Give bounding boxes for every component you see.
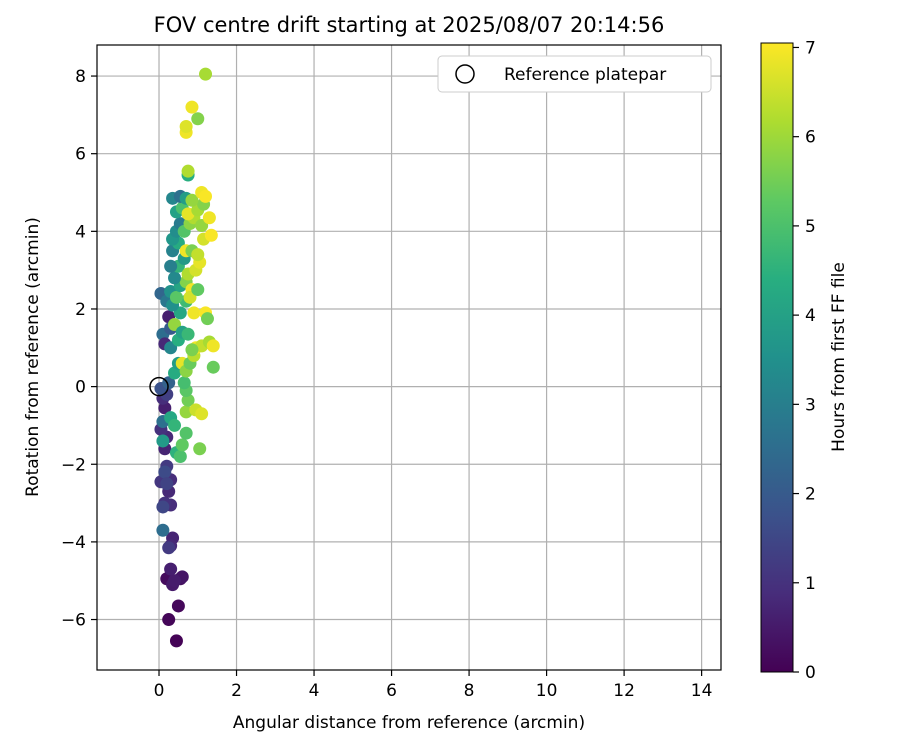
colorbar-tick-label: 2 <box>805 485 816 505</box>
data-point <box>191 112 205 126</box>
data-point <box>206 360 220 374</box>
data-point <box>160 477 174 491</box>
data-point <box>175 438 189 452</box>
colorbar <box>760 42 794 673</box>
data-point <box>179 426 193 440</box>
reference-platepar-marker <box>149 376 169 397</box>
x-tick-label: 10 <box>536 681 558 701</box>
data-point <box>191 248 205 262</box>
chart-title: FOV centre drift starting at 2025/08/07 … <box>154 13 665 37</box>
y-axis-ticks: −6 −4 −2 0 2 4 6 8 <box>61 67 97 631</box>
colorbar-label: Hours from first FF file <box>829 262 849 452</box>
data-point <box>168 418 182 432</box>
colorbar-ticks: 0 1 2 3 4 5 6 7 <box>793 38 816 683</box>
data-point <box>204 228 218 242</box>
data-point <box>156 523 170 537</box>
data-point <box>181 327 195 341</box>
data-point <box>200 312 214 326</box>
x-tick-label: 12 <box>613 681 635 701</box>
x-axis-ticks: 0 2 4 6 8 10 12 14 <box>154 670 713 701</box>
data-point <box>193 442 207 456</box>
data-point <box>199 67 213 81</box>
data-point <box>202 211 216 225</box>
data-point <box>169 290 183 304</box>
y-tick-label: 2 <box>75 300 86 320</box>
data-point <box>185 193 199 207</box>
data-point <box>156 500 170 514</box>
grid <box>97 45 721 670</box>
data-point <box>181 164 195 178</box>
data-point <box>206 339 220 353</box>
data-point <box>164 259 178 273</box>
legend-marker-open-circle <box>455 64 475 84</box>
colorbar-tick-label: 0 <box>805 663 816 683</box>
colorbar-tick-label: 7 <box>805 38 816 58</box>
data-point <box>168 271 182 285</box>
data-point <box>187 306 201 320</box>
y-tick-label: 8 <box>75 67 86 87</box>
data-point <box>177 376 191 390</box>
data-point <box>162 613 176 627</box>
colorbar-tick-label: 5 <box>805 217 816 237</box>
y-tick-label: 0 <box>75 378 86 398</box>
legend: Reference platepar <box>437 55 712 93</box>
y-tick-label: −6 <box>61 611 86 631</box>
colorbar-tick-label: 1 <box>805 574 816 594</box>
data-point <box>179 120 193 134</box>
data-point <box>169 634 183 648</box>
x-tick-label: 14 <box>691 681 713 701</box>
data-point <box>181 393 195 407</box>
data-point <box>162 541 176 555</box>
data-point <box>156 434 170 448</box>
data-point <box>173 449 187 463</box>
y-tick-label: 6 <box>75 145 86 165</box>
data-point <box>158 401 172 415</box>
colorbar-tick-label: 4 <box>805 306 816 326</box>
y-tick-label: −4 <box>61 533 86 553</box>
data-point <box>168 574 182 588</box>
x-tick-label: 2 <box>231 681 242 701</box>
x-tick-label: 4 <box>309 681 320 701</box>
data-point <box>164 562 178 576</box>
colorbar-tick-label: 3 <box>805 395 816 415</box>
data-point <box>171 599 185 613</box>
legend-label: Reference platepar <box>504 65 666 85</box>
x-axis-label: Angular distance from reference (arcmin) <box>233 713 585 733</box>
x-tick-label: 8 <box>464 681 475 701</box>
data-point <box>158 465 172 479</box>
y-axis-label: Rotation from reference (arcmin) <box>23 217 43 497</box>
x-tick-label: 0 <box>154 681 165 701</box>
legend-box <box>437 55 712 93</box>
data-points <box>154 67 220 648</box>
data-point <box>195 407 209 421</box>
data-point <box>185 343 199 357</box>
colorbar-tick-label: 6 <box>805 128 816 148</box>
y-tick-label: −2 <box>61 455 86 475</box>
y-tick-label: 4 <box>75 222 86 242</box>
x-tick-label: 6 <box>386 681 397 701</box>
data-point <box>179 405 193 419</box>
data-point <box>199 189 213 203</box>
plot-frame <box>96 44 722 671</box>
data-point <box>185 100 199 114</box>
data-point <box>191 283 205 297</box>
reference-marker-layer <box>149 376 169 397</box>
